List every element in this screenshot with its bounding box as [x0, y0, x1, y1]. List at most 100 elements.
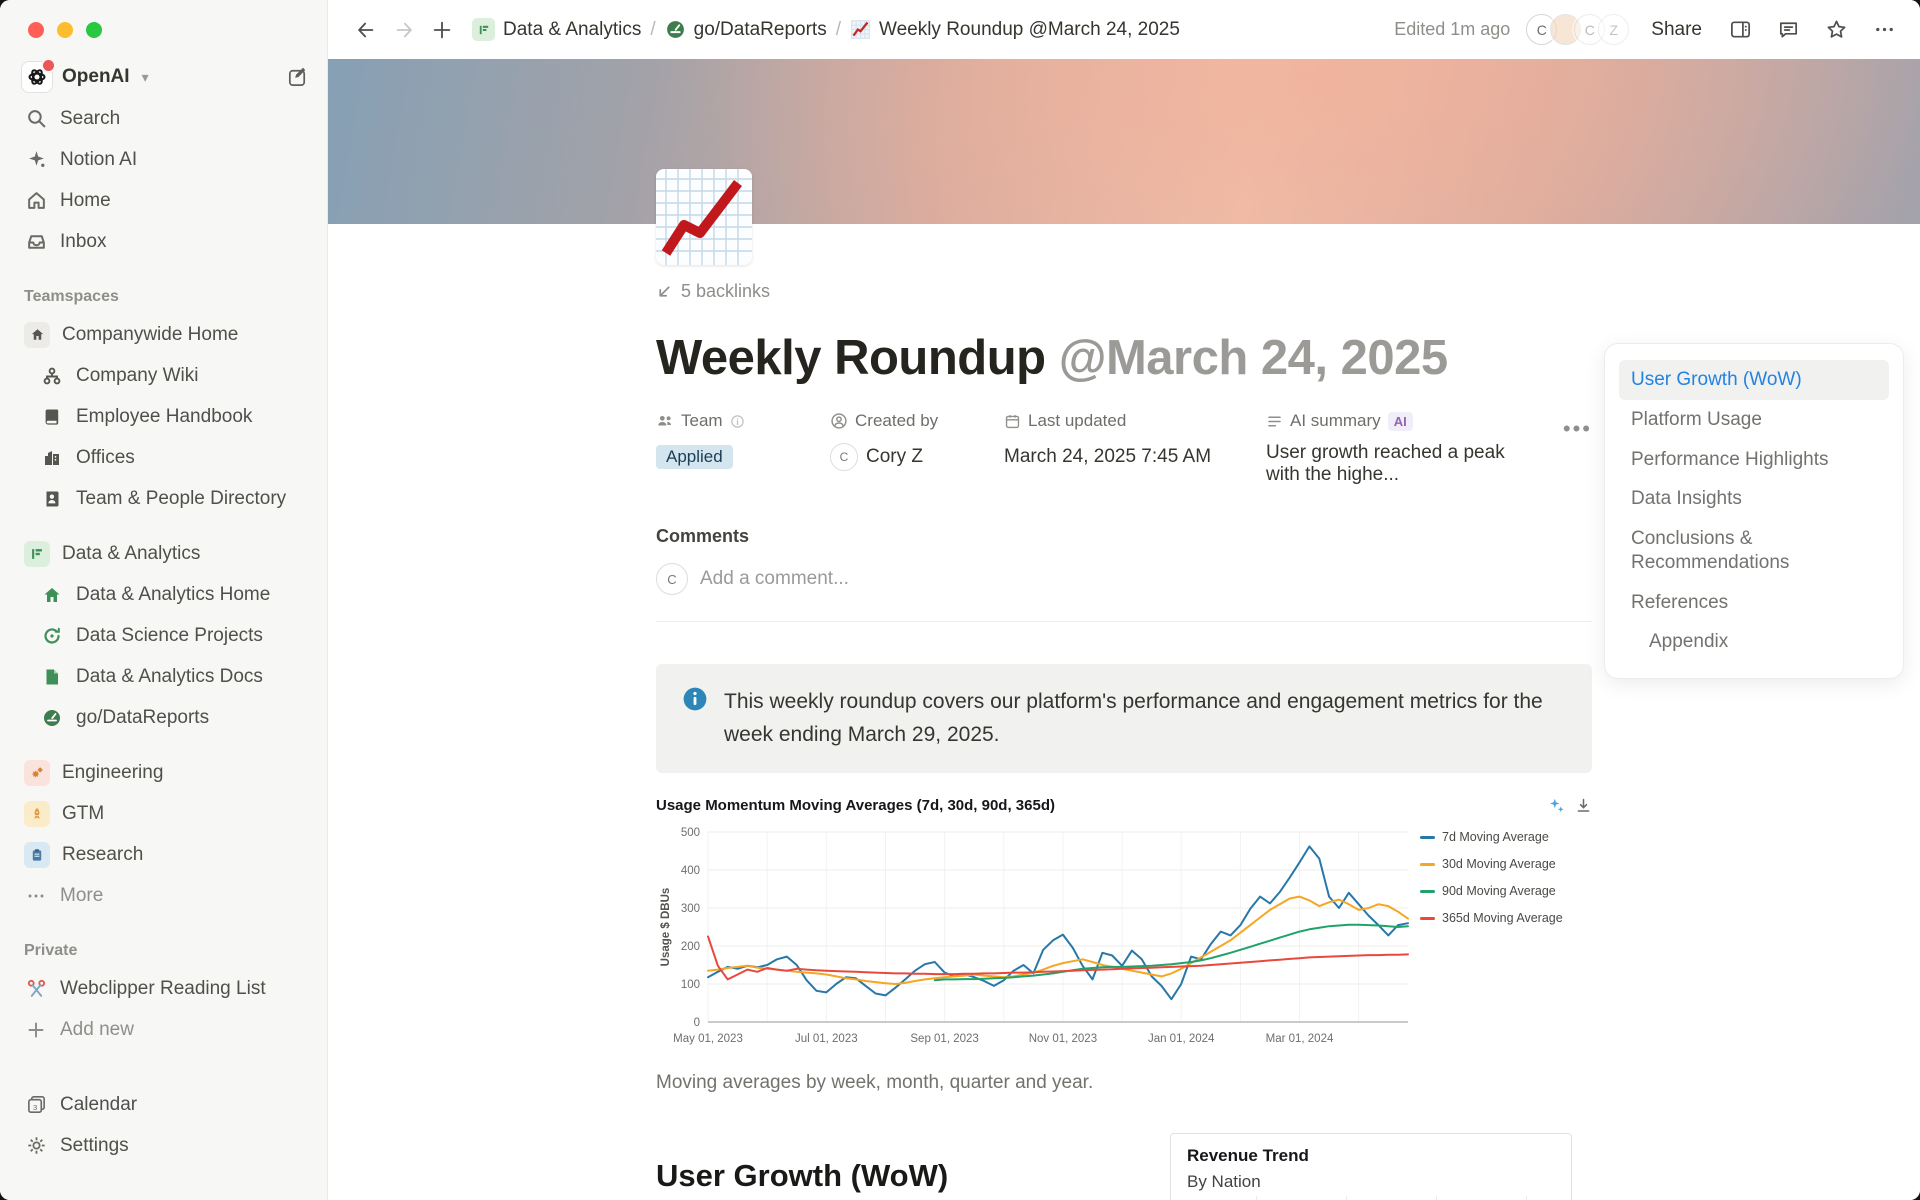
legend-item: 365d Moving Average [1420, 911, 1592, 925]
svg-text:Sep 01, 2023: Sep 01, 2023 [910, 1033, 978, 1045]
window-controls [0, 18, 327, 56]
sidebar-item-data-analytics-home[interactable]: Data & Analytics Home [0, 574, 327, 615]
legend-swatch [1420, 916, 1435, 920]
sidebar-item-settings[interactable]: Settings [0, 1125, 327, 1166]
sidebar-item-go-datareports[interactable]: go/DataReports [0, 697, 327, 738]
line-chart-plot: 0 100 200 300 400 500 May 01, 2023 Jul 01, 2023… [660, 827, 1409, 1045]
date-mention[interactable]: @March 24, 2025 [1058, 331, 1448, 385]
sidebar-item-home[interactable]: Home [0, 180, 327, 221]
legend-swatch [1420, 835, 1435, 839]
backlinks-button[interactable]: 5 backlinks [656, 281, 1592, 302]
page-icon-chart-increasing[interactable] [656, 169, 752, 265]
sidebar-item-add-new[interactable]: Add new [0, 1009, 327, 1050]
forward-button[interactable] [388, 14, 420, 46]
sidebar-item-gtm[interactable]: GTM [0, 793, 327, 834]
avatar[interactable]: Z [1598, 14, 1630, 45]
info-callout[interactable]: This weekly roundup covers our platform'… [656, 664, 1592, 774]
sidebar-item-companywide-home[interactable]: Companywide Home [0, 314, 327, 355]
sidebar-item-notion-ai[interactable]: Notion AI [0, 139, 327, 180]
section-heading-user-growth[interactable]: User Growth (WoW) [656, 1158, 949, 1194]
new-page-icon[interactable] [286, 66, 309, 89]
favorite-star-icon[interactable] [1820, 14, 1852, 46]
svg-text:May 01, 2023: May 01, 2023 [673, 1033, 743, 1045]
breadcrumb-weekly-roundup[interactable]: Weekly Roundup @March 24, 2025 [850, 19, 1180, 41]
new-tab-button[interactable] [426, 14, 458, 46]
svg-text:Mar 01, 2024: Mar 01, 2024 [1266, 1033, 1334, 1045]
chart-caption[interactable]: Moving averages by week, month, quarter … [656, 1072, 1094, 1094]
sidebar-item-company-wiki[interactable]: Company Wiki [0, 355, 327, 396]
svg-text:500: 500 [681, 827, 700, 839]
data-analytics-teamspace-icon [472, 18, 495, 41]
sidebar-item-data-science-projects[interactable]: Data Science Projects [0, 615, 327, 656]
breadcrumb-data-analytics[interactable]: Data & Analytics [472, 18, 641, 41]
legend-label: 7d Moving Average [1442, 830, 1549, 845]
property-created-by: Created by C Cory Z [830, 408, 970, 472]
teamspaces-header[interactable]: Teamspaces [24, 288, 119, 305]
add-comment-input[interactable]: Add a comment... [700, 568, 849, 590]
legend-swatch [1420, 889, 1435, 893]
toc-item-references[interactable]: References [1631, 591, 1729, 613]
team-tag[interactable]: Applied [656, 445, 733, 470]
share-button[interactable]: Share [1651, 18, 1702, 40]
sidebar-item-search[interactable]: Search [0, 98, 327, 139]
toc-item-conclusions[interactable]: Conclusions & Recommendations [1631, 528, 1790, 573]
minimize-window-button[interactable] [57, 22, 73, 38]
avatar: C [656, 563, 688, 596]
gauge-circle-icon [666, 21, 684, 38]
topbar: Data & Analytics / go/DataReports / Week… [328, 0, 1920, 59]
calendar-icon: 3 [24, 1094, 48, 1115]
comment-row[interactable]: C Add a comment... [656, 563, 1592, 596]
private-header[interactable]: Private [24, 942, 78, 959]
toc-item-user-growth[interactable]: User Growth (WoW) [1619, 360, 1889, 400]
sidebar-item-calendar[interactable]: 3 Calendar [0, 1084, 327, 1125]
sidebar-item-more[interactable]: More [0, 875, 327, 916]
sidebar-item-label: Webclipper Reading List [60, 977, 266, 999]
breadcrumb-go-datareports[interactable]: go/DataReports [665, 19, 827, 41]
notion-ai-icon [24, 149, 48, 170]
legend-label: 90d Moving Average [1442, 884, 1556, 899]
sidebar-item-label: Research [62, 843, 144, 865]
sidebar-item-data-analytics[interactable]: Data & Analytics [0, 533, 327, 574]
sidebar-item-label: GTM [62, 802, 105, 824]
toggle-right-panel-icon[interactable] [1724, 14, 1756, 46]
arrow-down-left-icon [659, 286, 670, 297]
green-document-icon [40, 667, 64, 687]
breadcrumb-label: Data & Analytics [503, 18, 642, 40]
research-teamspace-icon [24, 841, 50, 868]
toc-item-data-insights[interactable]: Data Insights [1631, 488, 1742, 510]
toc-item-platform-usage[interactable]: Platform Usage [1631, 408, 1762, 430]
svg-text:Nov 01, 2023: Nov 01, 2023 [1029, 1033, 1097, 1045]
backlinks-count: 5 backlinks [681, 281, 771, 301]
close-window-button[interactable] [28, 22, 44, 38]
more-options-icon[interactable] [1868, 14, 1900, 46]
page-cover[interactable] [328, 59, 1920, 224]
sidebar-item-offices[interactable]: Offices [0, 437, 327, 478]
workspace-switcher[interactable]: OpenAI ▾ [0, 56, 327, 98]
sidebar-item-webclipper-reading-list[interactable]: Webclipper Reading List [0, 968, 327, 1009]
page-title[interactable]: Weekly Roundup @March 24, 2025 [656, 331, 1448, 385]
toc-item-appendix[interactable]: Appendix [1649, 631, 1729, 653]
chart-download-icon[interactable] [1575, 797, 1592, 814]
chart-ai-sparkle-icon[interactable] [1548, 797, 1565, 814]
sidebar-item-research[interactable]: Research [0, 834, 327, 875]
sidebar-item-data-analytics-docs[interactable]: Data & Analytics Docs [0, 656, 327, 697]
legend-label: 30d Moving Average [1442, 857, 1556, 872]
property-last-updated: Last updated March 24, 2025 7:45 AM [1004, 408, 1232, 472]
sidebar-item-employee-handbook[interactable]: Employee Handbook [0, 396, 327, 437]
search-icon [24, 108, 48, 129]
sidebar-item-label: Companywide Home [62, 323, 239, 345]
ellipsis-icon [24, 886, 48, 906]
sidebar-item-inbox[interactable]: Inbox [0, 221, 327, 262]
comments-icon[interactable] [1772, 14, 1804, 46]
property-more-button[interactable]: ••• [1562, 416, 1592, 442]
green-home-icon [40, 585, 64, 605]
sidebar-item-team-people-directory[interactable]: Team & People Directory [0, 478, 327, 519]
zoom-window-button[interactable] [86, 22, 102, 38]
toc-item-performance-highlights[interactable]: Performance Highlights [1631, 448, 1829, 470]
sidebar-item-engineering[interactable]: Engineering [0, 752, 327, 793]
back-button[interactable] [350, 14, 382, 46]
svg-text:Jul 01, 2023: Jul 01, 2023 [795, 1033, 858, 1045]
building-icon [40, 448, 64, 468]
revenue-trend-card[interactable]: Revenue Trend By Nation [1170, 1133, 1572, 1200]
